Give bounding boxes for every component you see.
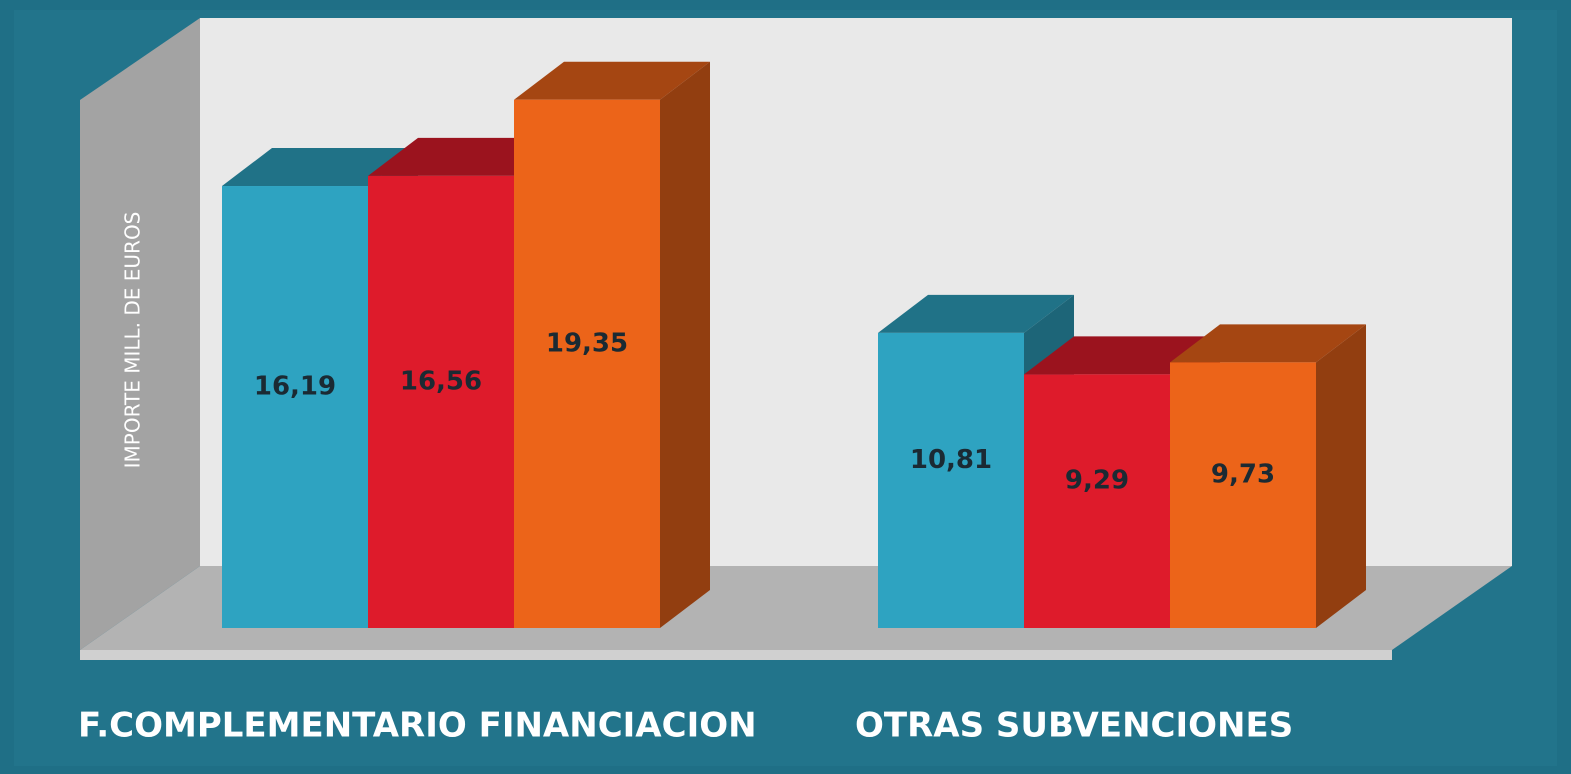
value-label: 16,56 bbox=[400, 366, 482, 396]
bar-side bbox=[660, 61, 710, 629]
bar bbox=[1170, 362, 1316, 628]
value-label: 10,81 bbox=[910, 445, 992, 475]
category-label: F.COMPLEMENTARIO FINANCIACION bbox=[78, 706, 757, 746]
side-wall bbox=[80, 18, 200, 650]
y-axis-label: IMPORTE MILL. DE EUROS bbox=[121, 212, 145, 469]
floor-edge bbox=[80, 650, 1392, 660]
bar bbox=[878, 332, 1024, 628]
bar bbox=[368, 175, 514, 629]
value-label: 9,29 bbox=[1065, 466, 1129, 496]
bar-top bbox=[878, 294, 1074, 333]
bar bbox=[1024, 374, 1170, 628]
value-label: 19,35 bbox=[546, 328, 628, 358]
bar-top bbox=[514, 61, 710, 100]
bar bbox=[222, 186, 368, 628]
bar-top bbox=[1170, 324, 1366, 363]
bar-side bbox=[1316, 324, 1366, 628]
category-label: OTRAS SUBVENCIONES bbox=[855, 706, 1293, 746]
value-label: 16,19 bbox=[254, 372, 336, 402]
value-label: 9,73 bbox=[1211, 460, 1275, 490]
bar bbox=[514, 99, 660, 629]
